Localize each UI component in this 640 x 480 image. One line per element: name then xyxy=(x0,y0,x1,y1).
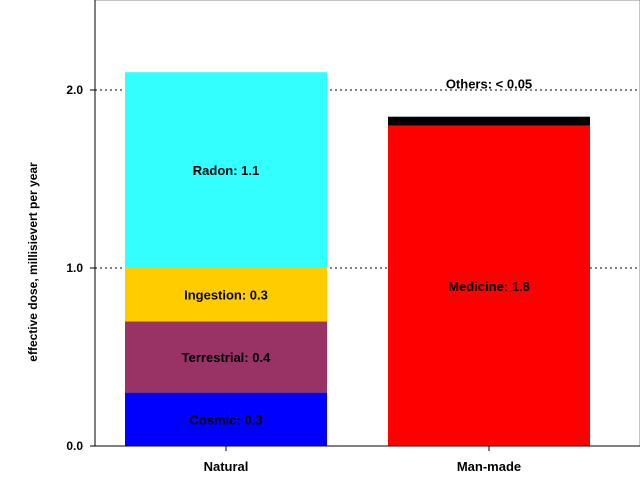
x-axis-categories: Natural Man-made xyxy=(204,446,521,474)
segment-label: Cosmic: 0.3 xyxy=(190,412,263,427)
segment-label: Terrestrial: 0.4 xyxy=(182,350,271,365)
bar-segment xyxy=(388,116,590,126)
segment-label: Others: < 0.05 xyxy=(446,77,532,92)
x-category-label: Natural xyxy=(204,459,249,474)
bar-segment xyxy=(125,392,327,446)
bar-segment xyxy=(388,125,590,446)
segment-labels: Cosmic: 0.3 Terrestrial: 0.4 Ingestion: 0.… xyxy=(182,77,533,428)
y-tick-label: 0.0 xyxy=(66,439,83,453)
bar-segment xyxy=(125,268,327,322)
y-axis-title: effective dose, millisievert per year xyxy=(26,162,40,362)
x-category-label: Man-made xyxy=(457,459,521,474)
bar-segment xyxy=(125,72,327,268)
bars xyxy=(125,72,590,446)
bar-segment xyxy=(125,321,327,393)
y-tick-label: 1.0 xyxy=(66,261,83,275)
y-axis-ticks: 0.0 1.0 2.0 xyxy=(66,83,95,453)
segment-label: Ingestion: 0.3 xyxy=(184,288,268,303)
segment-label: Medicine: 1.8 xyxy=(448,279,530,294)
segment-label: Radon: 1.1 xyxy=(193,163,259,178)
y-tick-label: 2.0 xyxy=(66,83,83,97)
